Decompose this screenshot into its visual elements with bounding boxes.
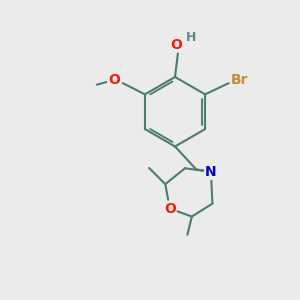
Text: O: O <box>108 73 120 87</box>
Text: N: N <box>205 165 217 179</box>
Text: Br: Br <box>231 73 249 87</box>
Text: H: H <box>186 31 196 44</box>
Text: O: O <box>164 202 176 216</box>
Text: O: O <box>171 38 182 52</box>
